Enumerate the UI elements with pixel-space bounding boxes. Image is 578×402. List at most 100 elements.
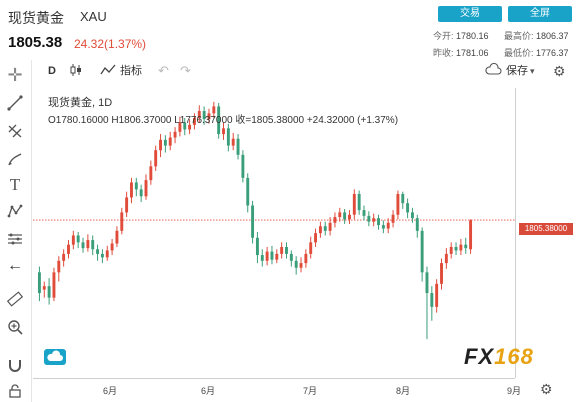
- settings-gear-icon[interactable]: ⚙: [540, 381, 553, 397]
- ruler-icon[interactable]: [4, 288, 26, 310]
- stat-low: 最低价: 1776.37: [504, 46, 569, 59]
- time-axis: [33, 378, 515, 379]
- candle: [377, 214, 380, 230]
- redo-icon[interactable]: ↷: [180, 63, 191, 78]
- lock-icon[interactable]: [4, 380, 26, 402]
- candle: [86, 234, 90, 252]
- indicators-button[interactable]: 指标: [120, 65, 142, 77]
- gear-icon[interactable]: ⚙: [553, 63, 566, 79]
- candle: [294, 256, 298, 275]
- stat-low-label: 最低价:: [504, 48, 534, 58]
- candle: [464, 237, 468, 254]
- stat-open-value: 1780.16: [456, 31, 489, 41]
- candle: [275, 249, 279, 264]
- candle: [246, 173, 250, 213]
- candle: [120, 207, 124, 235]
- candle: [37, 266, 41, 302]
- indicators-icon[interactable]: [100, 63, 116, 79]
- candlestick-chart[interactable]: [33, 88, 515, 376]
- x-tick-label: 6月: [103, 386, 118, 396]
- last-price: 1805.38: [8, 34, 63, 51]
- candle: [226, 123, 230, 152]
- pattern-tool-icon[interactable]: [4, 200, 26, 222]
- candle: [105, 245, 109, 261]
- candle: [212, 101, 216, 118]
- candle-style-icon[interactable]: [70, 63, 82, 79]
- candle: [352, 189, 356, 220]
- crosshair-icon[interactable]: ✛: [7, 64, 23, 85]
- toolbar-divider: [31, 60, 32, 402]
- candle: [449, 242, 453, 259]
- candle: [333, 212, 337, 228]
- candle: [202, 106, 206, 125]
- candle: [217, 102, 221, 139]
- candle: [173, 127, 177, 144]
- legend-ohlc: O1780.16000 H1806.37000 L1776.37000 收=18…: [48, 115, 399, 126]
- save-button[interactable]: 保存: [506, 65, 528, 77]
- trade-button[interactable]: 交易: [438, 6, 502, 22]
- stat-high-value: 1806.37: [536, 31, 569, 41]
- arrow-left-icon[interactable]: ←: [7, 257, 23, 274]
- candle: [289, 250, 293, 267]
- candle: [362, 205, 366, 221]
- x-tick-label: 8月: [396, 386, 411, 396]
- candle: [163, 135, 167, 153]
- cloud-save-icon[interactable]: [484, 62, 502, 79]
- candle: [260, 249, 264, 267]
- legend-symbol: 现货黄金, 1D: [48, 97, 113, 109]
- candle: [299, 257, 303, 273]
- candle: [149, 160, 153, 185]
- candle: [348, 210, 351, 224]
- candle: [96, 244, 100, 261]
- candle: [236, 134, 240, 160]
- chevron-down-icon[interactable]: ▾: [530, 66, 535, 76]
- candle: [304, 249, 308, 268]
- undo-icon[interactable]: ↶: [158, 63, 169, 78]
- fullscreen-button[interactable]: 全屏: [508, 6, 572, 22]
- candle: [323, 221, 327, 236]
- candle: [222, 122, 225, 140]
- candle: [71, 230, 75, 250]
- candle: [372, 213, 376, 227]
- candle: [406, 198, 410, 219]
- zoom-in-icon[interactable]: [4, 316, 26, 338]
- candle: [381, 220, 385, 234]
- candle: [144, 174, 148, 200]
- candle: [110, 238, 114, 256]
- fib-tool-icon[interactable]: [4, 120, 26, 142]
- candle: [401, 191, 405, 209]
- stat-open-label: 今开:: [433, 31, 454, 41]
- candle: [425, 266, 429, 340]
- magnet-icon[interactable]: [4, 354, 26, 376]
- candle: [367, 211, 371, 227]
- candle: [357, 190, 361, 215]
- interval-selector[interactable]: D: [48, 65, 56, 77]
- candle: [459, 238, 463, 256]
- logo-number: 168: [494, 344, 534, 369]
- stat-prev-value: 1781.06: [456, 48, 489, 58]
- candle: [178, 116, 182, 137]
- candle: [396, 190, 400, 220]
- candle: [285, 242, 288, 259]
- brush-icon[interactable]: [4, 148, 26, 170]
- cloud-layout-button[interactable]: [44, 349, 66, 365]
- candle: [309, 236, 313, 259]
- candle: [241, 150, 245, 183]
- candle: [328, 217, 332, 236]
- trend-line-icon[interactable]: [4, 92, 26, 114]
- last-price-tag: 1805.38000: [519, 223, 573, 235]
- prediction-tool-icon[interactable]: [4, 228, 26, 250]
- stat-low-value: 1776.37: [536, 48, 569, 58]
- candle: [255, 232, 259, 264]
- stat-open: 今开: 1780.16: [433, 29, 489, 42]
- candle: [391, 210, 395, 228]
- text-tool-icon[interactable]: T: [9, 175, 21, 194]
- instrument-code: XAU: [80, 9, 107, 24]
- candle: [469, 219, 473, 254]
- candle: [251, 200, 255, 244]
- candle: [231, 132, 235, 151]
- candle: [318, 221, 322, 238]
- candle: [444, 248, 448, 269]
- candle: [67, 240, 70, 259]
